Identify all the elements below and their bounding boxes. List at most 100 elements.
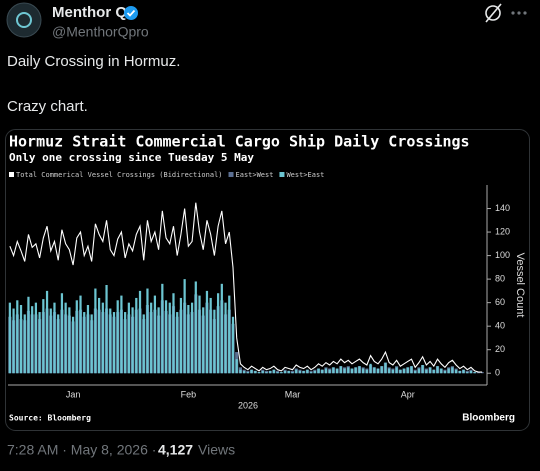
bar xyxy=(220,283,223,374)
bar xyxy=(313,370,316,374)
bar xyxy=(142,314,145,374)
bar xyxy=(466,372,469,374)
legend-swatch xyxy=(9,172,14,177)
bar xyxy=(57,314,60,374)
more-menu[interactable] xyxy=(511,11,527,15)
views-label: Views xyxy=(198,442,235,458)
bar xyxy=(376,368,380,374)
bar xyxy=(27,296,30,374)
bar xyxy=(19,305,23,374)
legend-label: Total Commerical Vessel Crossings (Bidir… xyxy=(16,171,223,179)
bar xyxy=(45,290,49,374)
tweet-text: Daily Crossing in Hormuz. xyxy=(7,53,180,70)
bar xyxy=(213,309,216,374)
x-tick-label: Apr xyxy=(401,389,415,399)
bar xyxy=(347,367,350,374)
bar xyxy=(480,372,484,374)
y-tick-label: 140 xyxy=(495,203,510,213)
handle[interactable]: @MenthorQpro xyxy=(52,24,149,40)
bar xyxy=(172,293,175,374)
y-axis-label: Vessel Count xyxy=(514,253,526,318)
bar xyxy=(339,366,342,374)
bar xyxy=(454,369,458,374)
bar xyxy=(53,302,56,374)
bar xyxy=(406,367,409,374)
tweet-text: Crazy chart. xyxy=(7,98,88,115)
grok-icon-slash xyxy=(485,3,502,23)
bar xyxy=(343,368,346,374)
verified-check xyxy=(126,9,136,17)
grok-icon[interactable] xyxy=(485,5,501,21)
bar xyxy=(187,305,190,374)
x-tick-label: Jan xyxy=(66,389,81,399)
bar xyxy=(34,302,38,374)
bar xyxy=(31,306,34,374)
bar xyxy=(38,312,41,374)
bar xyxy=(116,300,119,374)
bar xyxy=(112,312,116,374)
bar xyxy=(105,285,108,374)
bar xyxy=(276,372,279,374)
timestamp[interactable]: 7:28 AM · May 8, 2026 · xyxy=(7,442,156,458)
bar xyxy=(64,302,67,374)
bar xyxy=(391,369,395,374)
bar xyxy=(109,308,112,374)
bar xyxy=(250,369,253,374)
y-tick-label: 100 xyxy=(495,250,510,260)
bar xyxy=(243,370,246,374)
bar xyxy=(75,300,78,374)
bar xyxy=(291,372,294,374)
x-tick-label: Mar xyxy=(285,389,301,399)
bar xyxy=(350,368,354,374)
bar xyxy=(269,370,272,374)
bar xyxy=(280,372,283,374)
chart-subtitle: Only one crossing since Tuesday 5 May xyxy=(9,151,254,164)
source: Source: Bloomberg xyxy=(9,414,91,423)
bar xyxy=(86,305,90,374)
chart-title: Hormuz Strait Commercial Cargo Ship Dail… xyxy=(9,133,470,151)
bar xyxy=(317,368,320,374)
bar xyxy=(328,369,331,374)
bar xyxy=(146,288,149,374)
bar xyxy=(425,369,428,374)
bar xyxy=(164,300,168,374)
bar xyxy=(402,368,406,374)
bar xyxy=(462,369,465,374)
bar xyxy=(198,295,201,374)
bar xyxy=(68,307,71,374)
bar xyxy=(168,302,171,374)
bar xyxy=(332,367,335,374)
bar xyxy=(257,372,261,374)
bar xyxy=(451,367,454,374)
bar xyxy=(380,366,383,374)
bar xyxy=(138,290,142,374)
bar xyxy=(395,367,398,374)
brand: Bloomberg xyxy=(462,413,515,424)
y-tick-label: 120 xyxy=(495,226,510,236)
bar xyxy=(254,370,257,374)
bar xyxy=(23,314,26,374)
bar xyxy=(202,307,205,374)
bar xyxy=(157,307,160,374)
author[interactable]: Menthor Q xyxy=(52,4,127,21)
bar xyxy=(261,370,264,374)
bar xyxy=(421,365,424,374)
bar xyxy=(60,293,64,374)
bar xyxy=(440,368,443,374)
bar xyxy=(302,370,305,374)
bar xyxy=(205,290,209,374)
bar xyxy=(306,369,309,374)
bar xyxy=(447,368,450,374)
bar xyxy=(228,295,231,374)
bar xyxy=(373,367,376,374)
bar xyxy=(16,300,19,374)
avatar[interactable] xyxy=(6,2,42,38)
bar xyxy=(399,369,402,374)
bar xyxy=(183,279,186,374)
bar xyxy=(79,295,82,374)
bar xyxy=(176,312,179,374)
bar xyxy=(94,288,97,374)
bar xyxy=(127,302,130,374)
